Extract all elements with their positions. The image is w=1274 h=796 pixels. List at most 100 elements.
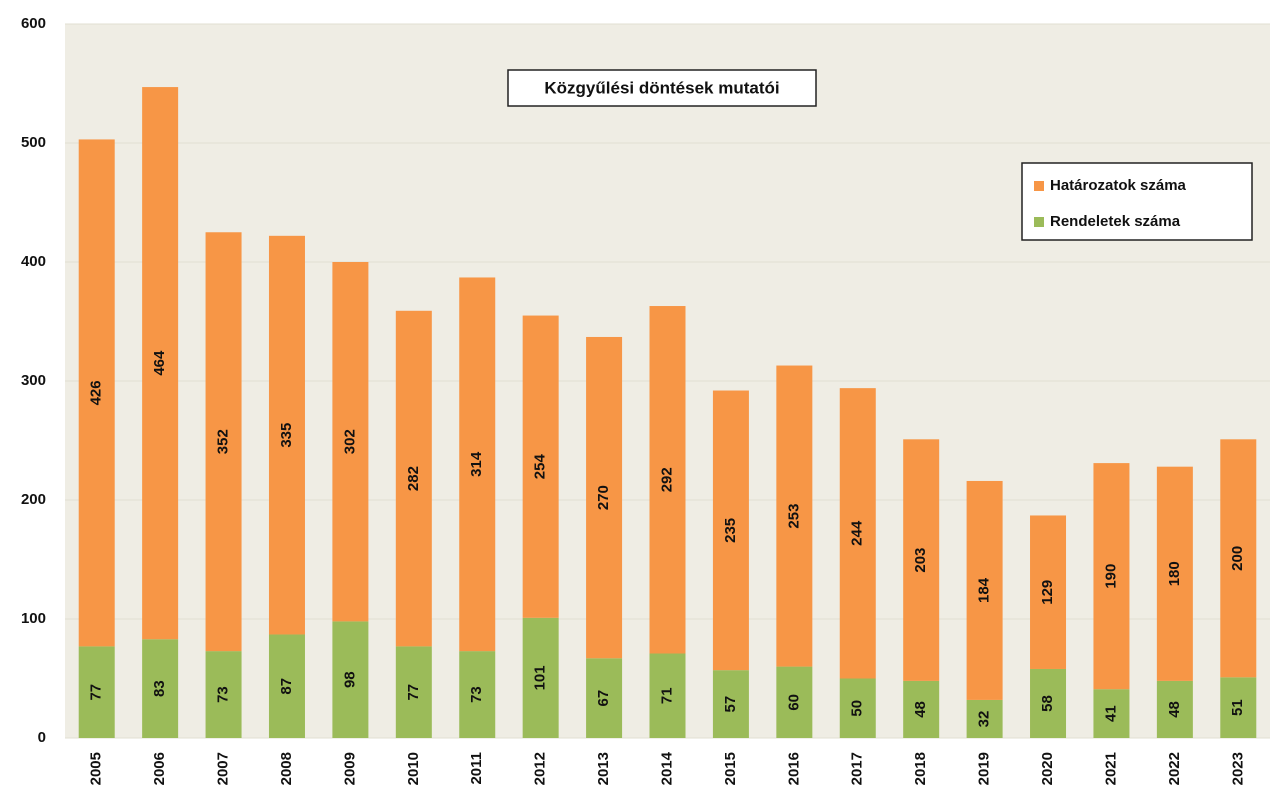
bar-segment bbox=[332, 262, 369, 622]
bar-segment bbox=[1030, 668, 1067, 738]
bar-segment bbox=[586, 336, 623, 659]
data-label: 464 bbox=[151, 350, 168, 376]
bar-segment bbox=[1093, 463, 1130, 690]
bar-segment bbox=[205, 651, 242, 738]
data-label: 203 bbox=[912, 548, 929, 573]
data-label: 254 bbox=[532, 454, 549, 480]
data-label: 235 bbox=[722, 518, 739, 543]
bar-segment bbox=[1156, 680, 1193, 738]
legend bbox=[1021, 162, 1253, 241]
y-tick-label: 600 bbox=[21, 15, 46, 32]
data-label: 58 bbox=[1039, 695, 1056, 712]
data-label: 180 bbox=[1166, 561, 1183, 586]
data-label: 60 bbox=[785, 694, 802, 711]
x-tick-label: 2022 bbox=[1166, 752, 1183, 785]
data-label: 292 bbox=[658, 467, 675, 492]
bar-segment bbox=[78, 139, 115, 647]
x-tick-label: 2009 bbox=[341, 752, 358, 785]
data-label: 50 bbox=[849, 700, 866, 717]
data-label: 184 bbox=[976, 577, 993, 603]
x-tick-label: 2023 bbox=[1229, 752, 1246, 785]
bar-segment bbox=[1220, 439, 1257, 678]
data-label: 270 bbox=[595, 485, 612, 510]
bars bbox=[78, 87, 1257, 738]
bar-segment bbox=[903, 680, 940, 738]
data-label: 41 bbox=[1102, 705, 1119, 722]
bar-segment bbox=[268, 634, 305, 738]
x-tick-label: 2010 bbox=[405, 752, 422, 785]
x-tick-label: 2011 bbox=[468, 752, 485, 785]
data-label: 302 bbox=[341, 429, 358, 454]
x-tick-label: 2016 bbox=[785, 752, 802, 785]
bar-segment bbox=[839, 678, 876, 738]
x-tick-label: 2017 bbox=[849, 752, 866, 785]
bar-segment bbox=[395, 310, 432, 647]
x-tick-label: 2008 bbox=[278, 752, 295, 785]
data-label: 244 bbox=[849, 520, 866, 546]
data-label: 77 bbox=[88, 684, 105, 701]
data-label: 335 bbox=[278, 423, 295, 448]
bar-segment bbox=[205, 232, 242, 652]
data-label: 83 bbox=[151, 680, 168, 697]
bar-segment bbox=[522, 617, 559, 738]
bar-segment bbox=[776, 365, 813, 667]
data-label: 314 bbox=[468, 451, 485, 477]
data-label: 426 bbox=[88, 380, 105, 405]
data-label: 352 bbox=[215, 429, 232, 454]
bar-segment bbox=[966, 480, 1003, 700]
y-tick-label: 100 bbox=[21, 610, 46, 627]
bar-segment bbox=[1220, 677, 1257, 738]
legend-swatch bbox=[1034, 217, 1044, 227]
data-label: 77 bbox=[405, 684, 422, 701]
x-tick-label: 2006 bbox=[151, 752, 168, 785]
x-tick-label: 2014 bbox=[658, 751, 675, 785]
bar-segment bbox=[395, 646, 432, 738]
bar-segment bbox=[712, 670, 749, 738]
x-tick-label: 2013 bbox=[595, 752, 612, 785]
data-label: 57 bbox=[722, 696, 739, 713]
x-tick-label: 2019 bbox=[976, 752, 993, 785]
y-tick-label: 0 bbox=[38, 729, 46, 746]
data-label: 98 bbox=[341, 671, 358, 688]
data-label: 48 bbox=[1166, 701, 1183, 718]
bar-segment bbox=[522, 315, 559, 618]
bar-segment bbox=[966, 699, 1003, 738]
data-label: 32 bbox=[976, 711, 993, 728]
data-label: 282 bbox=[405, 466, 422, 491]
x-tick-label: 2007 bbox=[215, 752, 232, 785]
data-label: 87 bbox=[278, 678, 295, 695]
x-tick-label: 2018 bbox=[912, 752, 929, 785]
x-tick-label: 2015 bbox=[722, 752, 739, 785]
bar-segment bbox=[268, 235, 305, 635]
data-label: 67 bbox=[595, 690, 612, 707]
bar-segment bbox=[903, 439, 940, 681]
bar-segment bbox=[586, 658, 623, 738]
x-tick-label: 2012 bbox=[532, 752, 549, 785]
data-label: 200 bbox=[1229, 546, 1246, 571]
bar-segment bbox=[1093, 689, 1130, 738]
y-tick-label: 200 bbox=[21, 491, 46, 508]
x-tick-label: 2005 bbox=[88, 752, 105, 785]
bar-segment bbox=[1156, 466, 1193, 681]
data-label: 73 bbox=[468, 686, 485, 703]
bar-segment bbox=[332, 621, 369, 738]
data-label: 73 bbox=[215, 686, 232, 703]
data-label: 101 bbox=[532, 665, 549, 690]
bar-segment bbox=[649, 653, 686, 738]
data-label: 71 bbox=[658, 687, 675, 704]
x-tick-label: 2021 bbox=[1102, 752, 1119, 785]
bar-segment bbox=[649, 306, 686, 654]
bar-segment bbox=[78, 646, 115, 738]
data-label: 129 bbox=[1039, 580, 1056, 605]
chart-title: Közgyűlési döntések mutatói bbox=[544, 78, 779, 97]
legend-label: Határozatok száma bbox=[1050, 177, 1187, 194]
data-label: 190 bbox=[1102, 564, 1119, 589]
bar-segment bbox=[459, 651, 496, 738]
legend-swatch bbox=[1034, 181, 1044, 191]
bar-segment bbox=[1030, 515, 1067, 669]
y-tick-label: 500 bbox=[21, 134, 46, 151]
data-label: 253 bbox=[785, 504, 802, 529]
bar-segment bbox=[712, 390, 749, 671]
legend-label: Rendeletek száma bbox=[1050, 213, 1181, 230]
